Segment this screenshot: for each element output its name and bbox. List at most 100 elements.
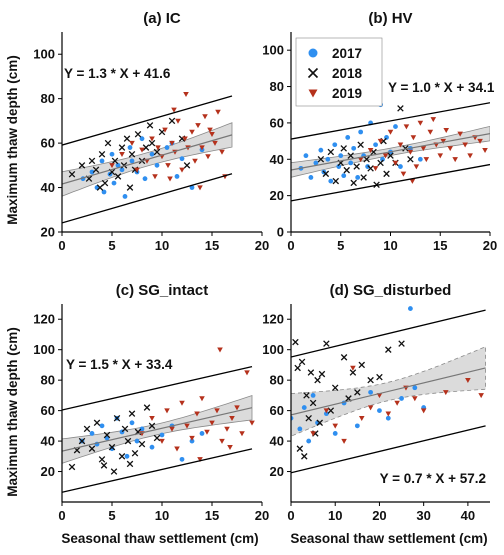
point-2017: [332, 431, 338, 436]
point-2018: [402, 145, 409, 152]
x-tick-label: 10: [328, 508, 342, 523]
point-2018: [298, 358, 306, 366]
point-2017: [345, 135, 351, 140]
point-2019: [417, 120, 424, 126]
y-tick-label: 60: [41, 403, 55, 418]
point-2017: [149, 151, 155, 157]
point-2019: [409, 178, 416, 184]
point-2019: [403, 124, 410, 130]
point-2019: [183, 92, 189, 98]
point-2019: [310, 431, 316, 437]
y-tick-label: 100: [33, 47, 55, 62]
prediction-band-lower: [62, 448, 253, 493]
point-2018: [126, 460, 134, 468]
point-2017: [101, 189, 107, 195]
point-2019: [195, 123, 201, 129]
point-2019: [430, 117, 437, 123]
point-2018: [124, 437, 132, 445]
point-2019: [109, 163, 115, 169]
x-tick-label: 15: [205, 238, 219, 253]
point-2018: [376, 373, 383, 381]
point-2018: [110, 468, 118, 475]
y-tick-label: 0: [277, 225, 284, 240]
point-2017: [159, 432, 165, 438]
point-2019: [465, 377, 471, 383]
point-2017: [354, 423, 360, 429]
point-2019: [209, 420, 215, 426]
point-2019: [427, 129, 434, 135]
point-2019: [392, 160, 399, 166]
point-2017: [313, 160, 319, 166]
point-2018: [111, 157, 119, 165]
point-2017: [368, 389, 373, 395]
point-2019: [174, 446, 180, 452]
point-2018: [358, 361, 366, 369]
panel-title: (c) SG_intact: [116, 282, 209, 299]
point-2019: [400, 171, 407, 177]
point-2019: [224, 426, 230, 432]
point-2019: [215, 109, 221, 115]
point-2017: [318, 147, 324, 153]
point-2019: [229, 416, 235, 422]
point-2018: [93, 419, 101, 427]
point-2018: [322, 170, 330, 178]
point-2018: [292, 338, 299, 346]
point-2018: [332, 177, 340, 185]
x-tick-label: 40: [461, 508, 475, 523]
point-2017: [89, 169, 95, 175]
point-2019: [412, 396, 418, 402]
point-2019: [207, 127, 213, 133]
point-2019: [437, 153, 444, 159]
point-2018: [143, 404, 151, 411]
point-2017: [325, 156, 331, 162]
point-2019: [169, 140, 175, 146]
point-2017: [109, 151, 115, 157]
point-2018: [363, 156, 370, 163]
point-2018: [88, 445, 96, 452]
point-2019: [367, 405, 374, 411]
regression-equation: Y = 0.7 * X + 57.2: [380, 471, 486, 486]
x-tick-label: 5: [108, 238, 115, 253]
point-2017: [99, 158, 105, 164]
point-2018: [142, 144, 150, 151]
point-2018: [121, 425, 129, 433]
point-2017: [323, 411, 329, 417]
point-2019: [149, 416, 155, 422]
panel-title: (a) IC: [143, 10, 181, 27]
point-2019: [357, 157, 364, 163]
point-2018: [78, 437, 86, 445]
point-2017: [139, 426, 145, 432]
point-2019: [227, 444, 233, 450]
x-tick-label: 10: [383, 238, 397, 253]
prediction-band-lower: [291, 425, 486, 474]
point-2019: [467, 153, 473, 159]
point-2017: [115, 162, 121, 168]
point-2019: [194, 411, 200, 417]
point-2018: [340, 145, 347, 152]
point-2019: [199, 145, 205, 151]
point-2019: [219, 438, 225, 444]
point-2018: [309, 399, 317, 407]
y-tick-label: 60: [270, 115, 284, 130]
point-2018: [307, 369, 315, 376]
point-2018: [354, 389, 361, 396]
point-2018: [340, 354, 348, 361]
point-2017: [398, 164, 403, 169]
point-2018: [126, 184, 134, 191]
point-2019: [169, 426, 175, 432]
legend: 2017 2018 2019: [295, 37, 383, 107]
point-2019: [457, 131, 463, 137]
point-2018: [383, 170, 390, 178]
point-2019: [420, 408, 427, 414]
regression-equation: Y = 1.0 * X + 34.1: [388, 80, 495, 95]
point-2018: [83, 425, 91, 433]
point-2017: [358, 129, 364, 135]
point-2018: [305, 414, 312, 422]
point-2018: [104, 139, 112, 147]
point-2018: [168, 117, 176, 125]
point-2018: [294, 364, 301, 372]
point-2019: [189, 129, 195, 135]
point-2017: [373, 142, 378, 148]
point-2017: [332, 142, 338, 148]
